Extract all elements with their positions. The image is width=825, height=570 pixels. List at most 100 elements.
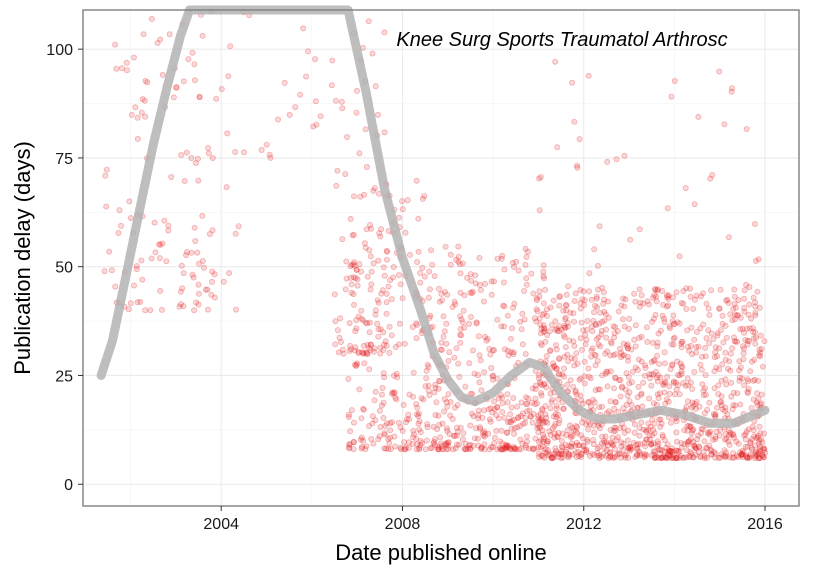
- data-point: [670, 378, 677, 385]
- data-point: [454, 401, 461, 408]
- data-point: [532, 382, 539, 389]
- data-point: [737, 364, 744, 371]
- data-point: [183, 249, 190, 256]
- data-point: [381, 431, 388, 438]
- data-point: [727, 431, 734, 438]
- data-point: [165, 222, 172, 229]
- data-point: [329, 57, 336, 64]
- data-point: [500, 279, 507, 286]
- data-point: [741, 382, 748, 389]
- data-point: [353, 266, 360, 273]
- data-point: [585, 373, 592, 380]
- data-point: [385, 436, 392, 443]
- data-point: [728, 393, 735, 400]
- data-point: [551, 423, 558, 430]
- data-point: [640, 379, 647, 386]
- data-point: [414, 258, 421, 265]
- data-point: [553, 402, 560, 409]
- y-tick-label: 50: [55, 260, 73, 277]
- data-point: [664, 205, 671, 212]
- data-point: [647, 440, 654, 447]
- data-point: [180, 270, 187, 277]
- data-point: [619, 352, 626, 359]
- data-point: [409, 440, 416, 447]
- data-point: [445, 391, 452, 398]
- data-point: [369, 50, 376, 57]
- data-point: [533, 295, 540, 302]
- data-point: [353, 361, 360, 368]
- data-point: [514, 403, 521, 410]
- data-point: [390, 390, 397, 397]
- data-point: [676, 372, 683, 379]
- data-point: [654, 438, 661, 445]
- data-point: [751, 433, 758, 440]
- data-point: [163, 258, 170, 265]
- data-point: [490, 372, 497, 379]
- data-point: [266, 151, 273, 158]
- data-point: [586, 288, 593, 295]
- data-point: [391, 433, 398, 440]
- data-point: [744, 454, 751, 461]
- data-point: [733, 438, 740, 445]
- data-point: [582, 331, 589, 338]
- data-point: [684, 343, 691, 350]
- x-axis: 2004 2008 2012 2016: [203, 506, 783, 533]
- data-point: [369, 420, 376, 427]
- data-point: [612, 427, 619, 434]
- data-point: [453, 441, 460, 448]
- data-point: [444, 442, 451, 449]
- data-point: [553, 365, 560, 372]
- data-point: [744, 388, 751, 395]
- data-point: [556, 302, 563, 309]
- data-point: [358, 415, 365, 422]
- data-point: [441, 441, 448, 448]
- data-point: [444, 439, 451, 446]
- data-point: [560, 307, 567, 314]
- data-point: [690, 454, 697, 461]
- data-point: [426, 392, 433, 399]
- data-point: [746, 454, 753, 461]
- data-point: [739, 325, 746, 332]
- data-point: [274, 116, 281, 123]
- data-point: [502, 441, 509, 448]
- data-point: [693, 328, 700, 335]
- data-point: [491, 434, 498, 441]
- data-point: [542, 446, 549, 453]
- data-point: [489, 444, 496, 451]
- data-point: [416, 444, 423, 451]
- data-point: [729, 406, 736, 413]
- data-point: [678, 362, 685, 369]
- data-point: [755, 432, 762, 439]
- data-point: [447, 398, 454, 405]
- data-point: [206, 230, 213, 237]
- data-point: [655, 330, 662, 337]
- data-point: [745, 311, 752, 318]
- data-point: [697, 454, 704, 461]
- data-point: [490, 278, 497, 285]
- data-point: [504, 347, 511, 354]
- data-point: [683, 403, 690, 410]
- data-point: [366, 345, 373, 352]
- data-point: [183, 252, 190, 259]
- data-point: [567, 309, 574, 316]
- data-point: [472, 272, 479, 279]
- data-point: [550, 297, 557, 304]
- data-point: [538, 342, 545, 349]
- data-point: [737, 449, 744, 456]
- data-point: [740, 350, 747, 357]
- data-point: [677, 360, 684, 367]
- data-point: [493, 412, 500, 419]
- data-point: [480, 407, 487, 414]
- data-point: [751, 356, 758, 363]
- data-point: [116, 207, 123, 214]
- data-point: [652, 448, 659, 455]
- data-point: [650, 294, 657, 301]
- data-point: [467, 445, 474, 452]
- data-point: [343, 275, 350, 282]
- data-point: [665, 398, 672, 405]
- data-point: [607, 449, 614, 456]
- data-point: [644, 338, 651, 345]
- data-point: [571, 318, 578, 325]
- data-point: [613, 156, 620, 163]
- data-point: [703, 444, 710, 451]
